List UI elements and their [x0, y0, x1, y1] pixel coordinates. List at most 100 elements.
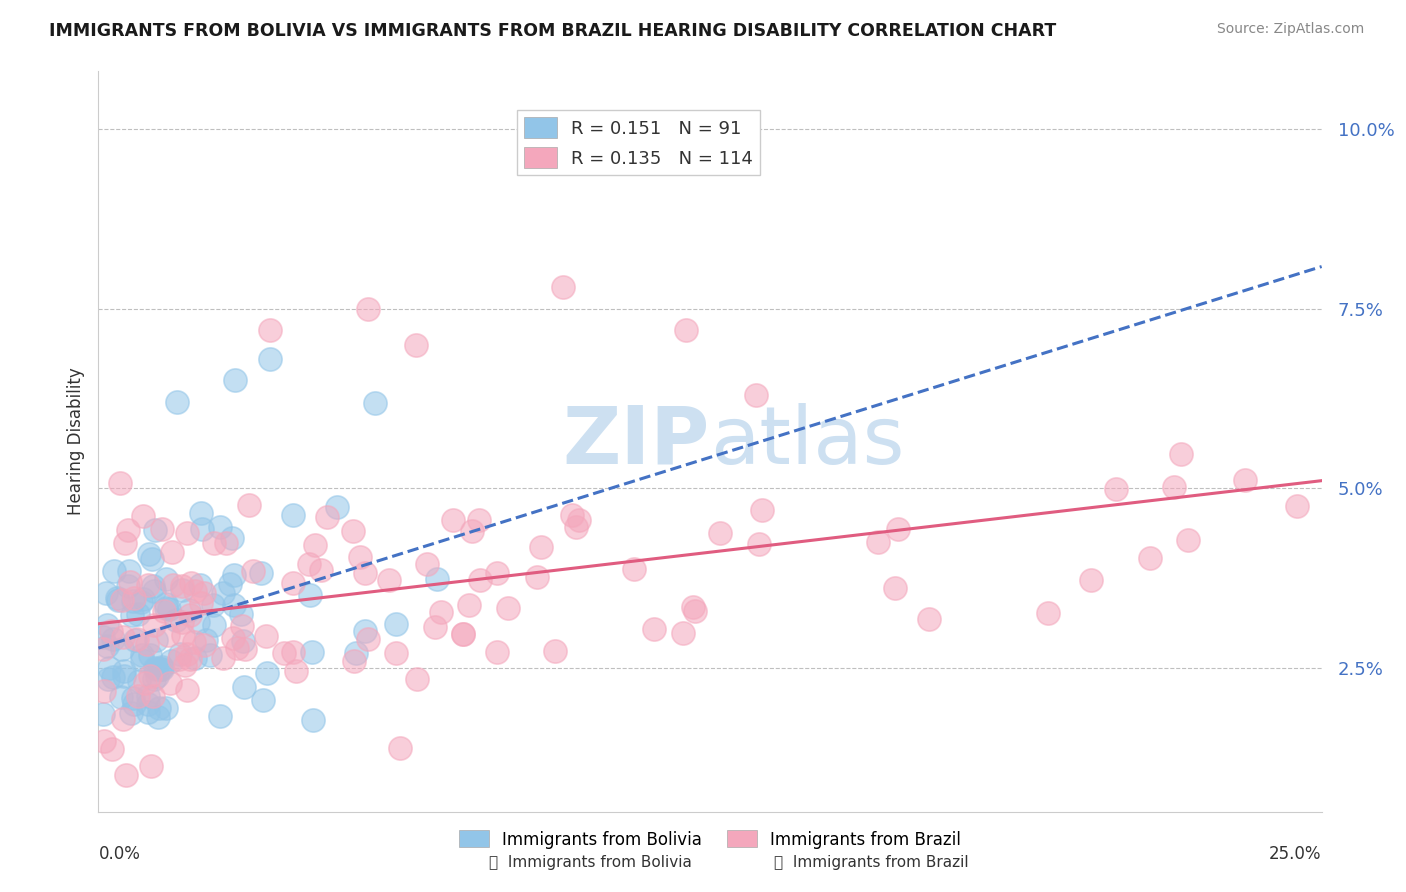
Immigrants from Bolivia — [110, 690, 132, 705]
Immigrants from Bolivia — [426, 572, 449, 586]
Immigrants from Brazil — [918, 612, 941, 626]
Immigrants from Brazil — [887, 522, 910, 536]
Immigrants from Brazil — [122, 591, 145, 606]
Immigrants from Brazil — [565, 520, 588, 534]
Immigrants from Bolivia — [132, 591, 155, 606]
Immigrants from Brazil — [162, 545, 184, 559]
Immigrants from Bolivia — [229, 607, 252, 621]
Immigrants from Brazil — [231, 619, 253, 633]
Immigrants from Brazil — [1139, 551, 1161, 566]
Immigrants from Brazil — [91, 642, 114, 657]
Immigrants from Brazil — [675, 323, 697, 337]
Immigrants from Bolivia — [166, 395, 188, 409]
Immigrants from Bolivia — [212, 586, 235, 600]
Immigrants from Bolivia — [224, 567, 246, 582]
Immigrants from Bolivia — [256, 666, 278, 681]
Immigrants from Brazil — [453, 627, 475, 641]
Immigrants from Brazil — [179, 652, 201, 666]
Immigrants from Brazil — [553, 280, 575, 294]
Immigrants from Brazil — [114, 535, 136, 549]
Immigrants from Bolivia — [118, 565, 141, 579]
Immigrants from Brazil — [157, 628, 180, 642]
Immigrants from Brazil — [190, 596, 212, 610]
Immigrants from Brazil — [284, 664, 307, 678]
Immigrants from Bolivia — [131, 653, 153, 667]
Immigrants from Brazil — [100, 624, 122, 638]
Immigrants from Bolivia — [129, 594, 152, 608]
Immigrants from Bolivia — [385, 617, 408, 632]
Immigrants from Bolivia — [364, 396, 387, 410]
Immigrants from Bolivia — [146, 710, 169, 724]
Immigrants from Bolivia — [188, 578, 211, 592]
Immigrants from Brazil — [709, 526, 731, 541]
Immigrants from Bolivia — [252, 692, 274, 706]
Immigrants from Brazil — [136, 577, 159, 591]
Immigrants from Brazil — [153, 604, 176, 618]
Immigrants from Brazil — [682, 599, 704, 614]
Immigrants from Bolivia — [224, 374, 246, 388]
Immigrants from Bolivia — [232, 634, 254, 648]
Immigrants from Bolivia — [107, 593, 129, 607]
Immigrants from Bolivia — [91, 707, 114, 722]
Immigrants from Bolivia — [139, 648, 162, 663]
Immigrants from Brazil — [225, 641, 247, 656]
Immigrants from Brazil — [568, 513, 591, 527]
Immigrants from Brazil — [159, 676, 181, 690]
Immigrants from Brazil — [183, 635, 205, 649]
Immigrants from Bolivia — [142, 579, 165, 593]
Immigrants from Brazil — [172, 628, 194, 642]
Immigrants from Brazil — [174, 658, 197, 673]
Immigrants from Bolivia — [150, 659, 173, 673]
Immigrants from Bolivia — [165, 613, 187, 627]
Text: atlas: atlas — [710, 402, 904, 481]
Immigrants from Brazil — [242, 564, 264, 578]
Immigrants from Brazil — [180, 576, 202, 591]
Immigrants from Bolivia — [169, 647, 191, 661]
Immigrants from Bolivia — [344, 646, 367, 660]
Immigrants from Brazil — [281, 575, 304, 590]
Immigrants from Bolivia — [354, 624, 377, 638]
Immigrants from Brazil — [134, 676, 156, 690]
Immigrants from Bolivia — [150, 662, 173, 676]
Immigrants from Bolivia — [105, 591, 128, 605]
Immigrants from Brazil — [117, 523, 139, 537]
Immigrants from Brazil — [416, 557, 439, 571]
Immigrants from Bolivia — [141, 551, 163, 566]
Immigrants from Bolivia — [233, 680, 256, 694]
Immigrants from Bolivia — [112, 665, 135, 679]
Immigrants from Brazil — [215, 536, 238, 550]
Immigrants from Brazil — [496, 600, 519, 615]
Immigrants from Brazil — [170, 615, 193, 630]
Immigrants from Bolivia — [187, 615, 209, 629]
Immigrants from Brazil — [127, 689, 149, 703]
Immigrants from Brazil — [485, 566, 508, 580]
Text: 0.0%: 0.0% — [98, 845, 141, 863]
Immigrants from Brazil — [298, 557, 321, 571]
Immigrants from Brazil — [357, 632, 380, 646]
Immigrants from Bolivia — [191, 522, 214, 536]
Immigrants from Bolivia — [103, 632, 125, 647]
Immigrants from Bolivia — [194, 632, 217, 647]
Immigrants from Brazil — [93, 734, 115, 748]
Immigrants from Brazil — [530, 540, 553, 554]
Immigrants from Brazil — [125, 632, 148, 647]
Immigrants from Brazil — [342, 524, 364, 539]
Immigrants from Bolivia — [94, 586, 117, 600]
Immigrants from Brazil — [751, 503, 773, 517]
Legend: Immigrants from Bolivia, Immigrants from Brazil: Immigrants from Bolivia, Immigrants from… — [453, 823, 967, 855]
Immigrants from Brazil — [1105, 482, 1128, 496]
Text: Source: ZipAtlas.com: Source: ZipAtlas.com — [1216, 22, 1364, 37]
Immigrants from Bolivia — [202, 618, 225, 632]
Text: ZIP: ZIP — [562, 402, 710, 481]
Immigrants from Brazil — [405, 337, 427, 351]
Immigrants from Bolivia — [136, 697, 159, 711]
Immigrants from Bolivia — [122, 697, 145, 711]
Immigrants from Brazil — [1233, 473, 1256, 487]
Immigrants from Bolivia — [222, 599, 245, 613]
Immigrants from Bolivia — [146, 668, 169, 682]
Immigrants from Brazil — [884, 581, 907, 595]
Immigrants from Brazil — [150, 522, 173, 536]
Immigrants from Bolivia — [114, 669, 136, 683]
Immigrants from Brazil — [1163, 480, 1185, 494]
Immigrants from Bolivia — [96, 639, 118, 653]
